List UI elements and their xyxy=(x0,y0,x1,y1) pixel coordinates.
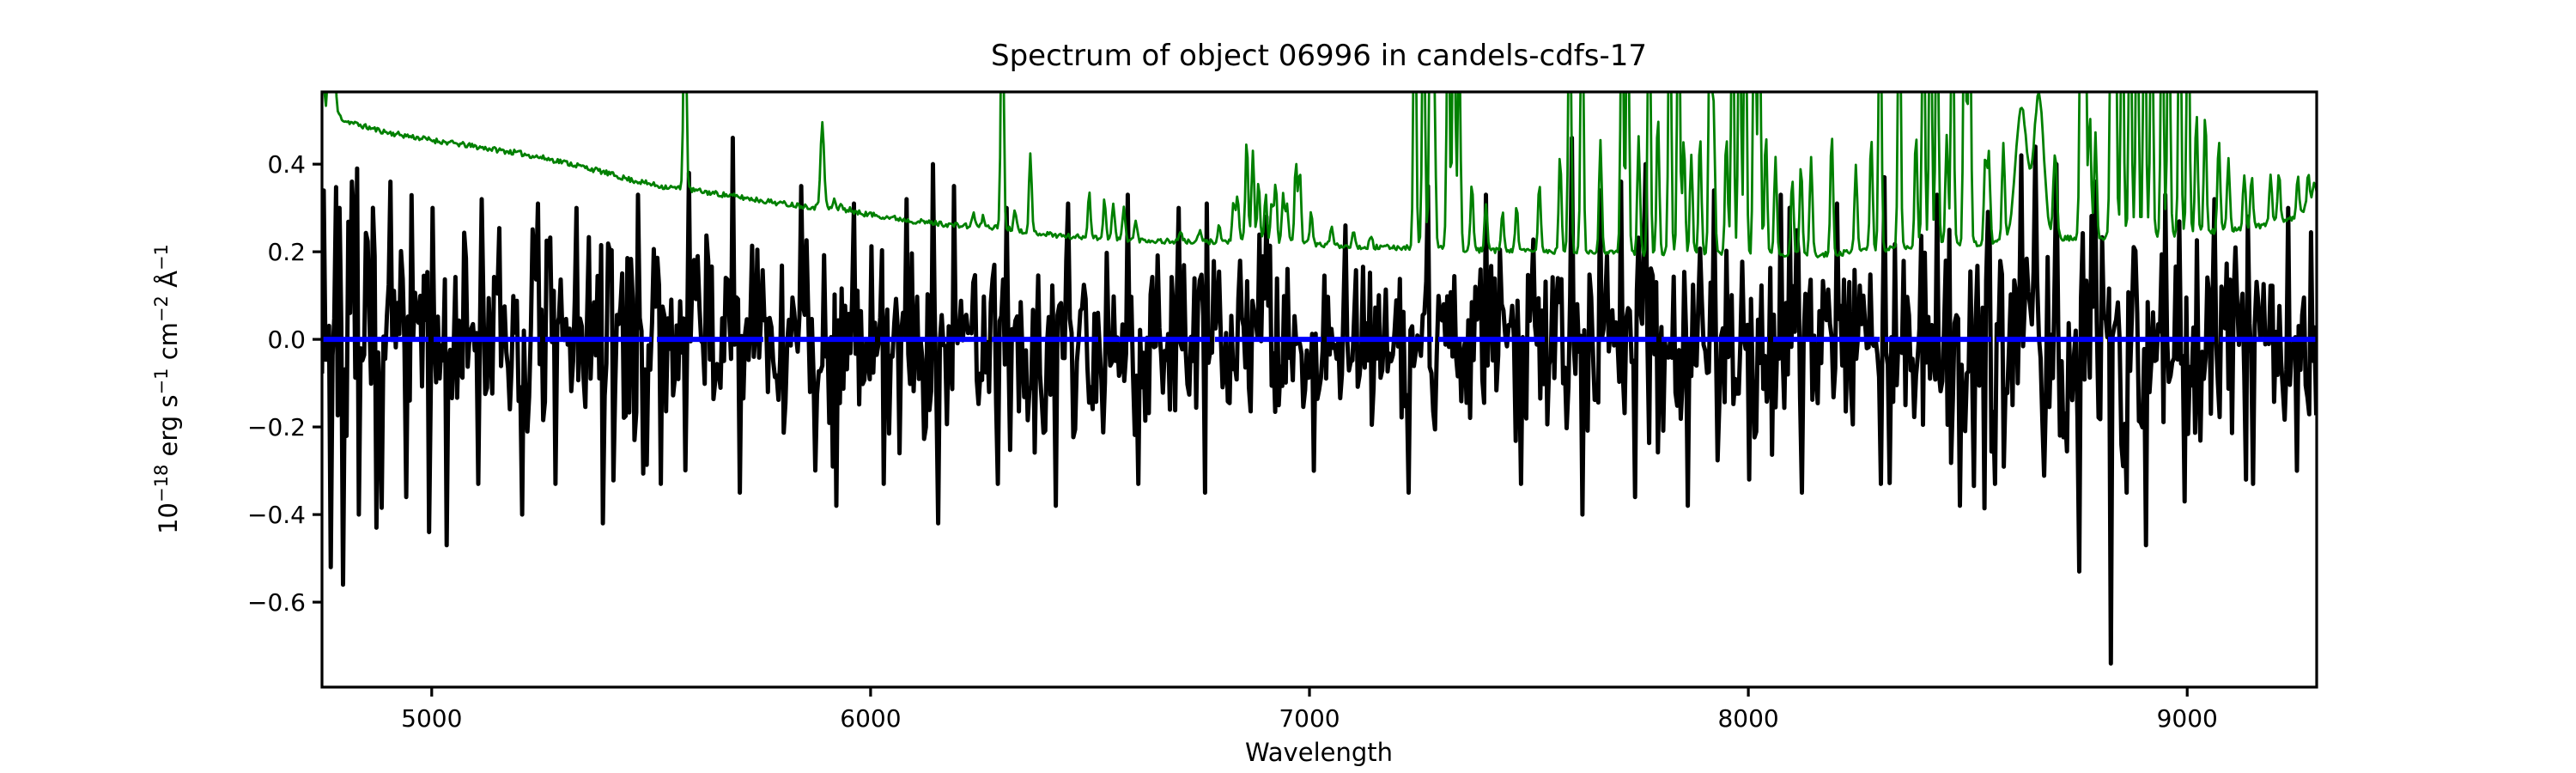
flux-spectrum-line xyxy=(322,136,2317,666)
x-tick-label: 6000 xyxy=(840,704,901,733)
y-axis-label-superscript: −1 xyxy=(151,368,172,395)
y-tick-label: −0.4 xyxy=(247,501,306,529)
chart-title: Spectrum of object 06996 in candels-cdfs… xyxy=(991,39,1647,73)
y-tick-label: −0.2 xyxy=(247,413,306,441)
x-tick-label: 9000 xyxy=(2157,704,2218,733)
y-axis-label-superscript: −2 xyxy=(151,295,172,322)
plot-border xyxy=(320,90,2318,689)
plot-lines xyxy=(322,92,2317,666)
y-axis-label-text: cm xyxy=(154,322,183,368)
x-tick-label: 5000 xyxy=(401,704,462,733)
y-tick-label: 0.2 xyxy=(267,238,306,266)
y-tick-label: 0.4 xyxy=(267,150,306,179)
y-tick-label: −0.6 xyxy=(247,588,306,617)
y-axis-label-text: erg s xyxy=(154,394,183,464)
y-tick-label: 0.0 xyxy=(267,326,306,354)
x-tick-label: 7000 xyxy=(1279,704,1340,733)
y-axis-label-text: 10 xyxy=(154,502,183,534)
noise-spectrum-line xyxy=(323,92,2317,259)
x-tick-label: 8000 xyxy=(1717,704,1778,733)
y-axis-label-superscript: −1 xyxy=(151,244,172,271)
axis-ticks: 5000 6000 7000 8000 9000 0.4 0.2 0.0 −0.2 −0.4 −0.… xyxy=(247,150,2218,733)
y-axis-label-superscript: −18 xyxy=(151,465,172,502)
y-axis-label-text: Å xyxy=(154,271,183,295)
x-axis-label: Wavelength xyxy=(1245,738,1393,767)
y-axis-label: 10−18 erg s−1 cm−2 Å−1 xyxy=(151,244,183,534)
